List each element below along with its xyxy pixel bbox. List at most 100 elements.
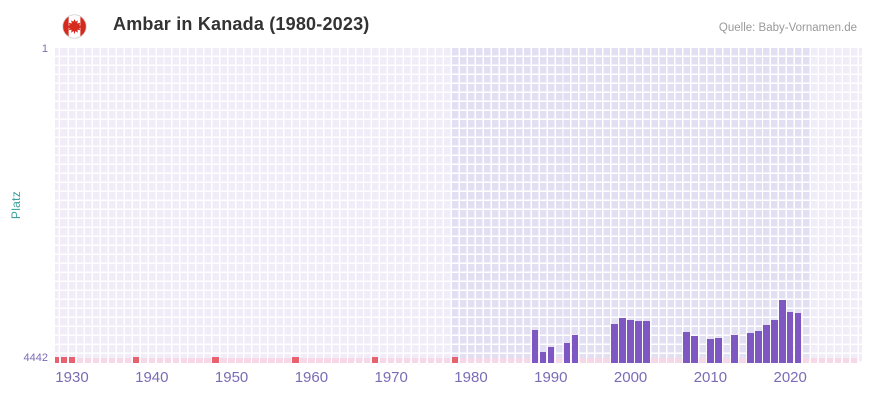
rank-bar-1999[interactable] [619, 317, 626, 363]
baseline-cell [364, 358, 371, 363]
rank-bar-1993[interactable] [571, 335, 579, 363]
baseline-cell [595, 358, 602, 363]
baseline-cell [148, 358, 155, 363]
baseline-cell [739, 358, 746, 363]
baseline-cell [220, 358, 227, 363]
baseline-cell [116, 358, 124, 363]
rank-bar-2019[interactable] [779, 300, 786, 363]
baseline-cell [459, 358, 467, 363]
rank-bar-2015[interactable] [747, 333, 754, 363]
baseline-cell [300, 358, 307, 363]
baseline-cell [523, 358, 531, 363]
rank-bar-2010[interactable] [707, 338, 714, 363]
baseline-cell [124, 358, 132, 363]
rank-bar-2007[interactable] [683, 332, 690, 363]
rank-bar-1990[interactable] [547, 346, 555, 363]
baseline-cell [427, 358, 435, 363]
unranked-marker [372, 357, 379, 363]
baseline-cell [850, 358, 858, 363]
baseline-cell [188, 358, 195, 363]
x-tick-1970: 1970 [374, 369, 408, 386]
rank-bar-1998[interactable] [611, 323, 618, 363]
baseline-cell [236, 358, 243, 363]
rank-bar-2008[interactable] [691, 335, 698, 363]
x-tick-2010: 2010 [693, 369, 728, 386]
baseline-cell [699, 358, 706, 363]
rank-bar-2013[interactable] [731, 334, 738, 363]
x-tick-1930: 1930 [55, 369, 89, 386]
rank-bar-2021[interactable] [794, 312, 802, 363]
unranked-marker [451, 357, 459, 363]
grid-lines [55, 48, 862, 363]
rank-bar-1992[interactable] [563, 343, 571, 363]
baseline-cell [579, 358, 586, 363]
rank-bar-2000[interactable] [627, 320, 634, 363]
baseline-cell [108, 358, 116, 363]
y-tick-top: 1 [41, 43, 48, 55]
baseline-cell [507, 358, 515, 363]
x-tick-1960: 1960 [294, 369, 329, 386]
baseline-cell [667, 358, 674, 363]
baseline-cell [491, 358, 499, 363]
baseline-cell [834, 358, 842, 363]
unranked-marker [55, 357, 60, 363]
baseline-cell [387, 358, 395, 363]
baseline-cell [260, 358, 267, 363]
baseline-cell [204, 358, 211, 363]
rank-bar-2002[interactable] [643, 321, 650, 363]
baseline-cell [467, 358, 475, 363]
baseline-cell [228, 358, 235, 363]
rank-bar-2001[interactable] [635, 321, 642, 363]
baseline-cell [180, 358, 187, 363]
rank-bar-2017[interactable] [763, 324, 770, 363]
rank-bar-2020[interactable] [786, 311, 794, 363]
baseline-cell [659, 358, 666, 363]
baseline-cell [603, 358, 610, 363]
baseline-cell [515, 358, 523, 363]
chart-title: Ambar in Kanada (1980-2023) [113, 14, 370, 34]
baseline-cell [826, 358, 834, 363]
rank-bar-2018[interactable] [771, 319, 778, 363]
baseline-cell [842, 358, 850, 363]
baseline-cell [172, 358, 179, 363]
plot-area [55, 48, 862, 363]
baseline-cell [92, 358, 100, 363]
baseline-cell [723, 358, 730, 363]
baseline-cell [435, 358, 443, 363]
baseline-cell [380, 358, 387, 363]
baseline-cell [810, 358, 818, 363]
baseline-cell [252, 358, 259, 363]
baseline-cell [675, 358, 682, 363]
unranked-marker [212, 357, 219, 363]
baseline-cell [403, 358, 411, 363]
x-axis: 1930 1940 1950 1960 1970 1980 1990 2000 2010 2020 [55, 367, 862, 393]
rank-bar-2016[interactable] [755, 330, 762, 363]
baseline-cell [356, 358, 363, 363]
baseline-cell [443, 358, 451, 363]
baseline-cell [316, 358, 323, 363]
rank-bar-1989[interactable] [539, 351, 547, 363]
unranked-marker [292, 357, 299, 363]
rank-bar-2011[interactable] [715, 338, 722, 363]
baseline-cell [499, 358, 507, 363]
baseline-cell [475, 358, 483, 363]
x-tick-1950: 1950 [214, 369, 249, 386]
baseline-cell [196, 358, 203, 363]
x-tick-1980: 1980 [454, 369, 488, 386]
baseline-cell [419, 358, 427, 363]
baseline-cell [332, 358, 339, 363]
baseline-cell [76, 358, 84, 363]
x-tick-2000: 2000 [613, 369, 648, 386]
baseline-cell [411, 358, 419, 363]
y-axis-title: Platz [9, 190, 23, 220]
baseline-cell [244, 358, 251, 363]
baseline-cell [587, 358, 594, 363]
baseline-cell [340, 358, 347, 363]
baseline-cell [802, 358, 810, 363]
baseline-cell [276, 358, 283, 363]
unranked-marker [68, 357, 76, 363]
baseline-cell [100, 358, 108, 363]
baseline-cell [483, 358, 491, 363]
rank-bar-1988[interactable] [531, 329, 539, 363]
